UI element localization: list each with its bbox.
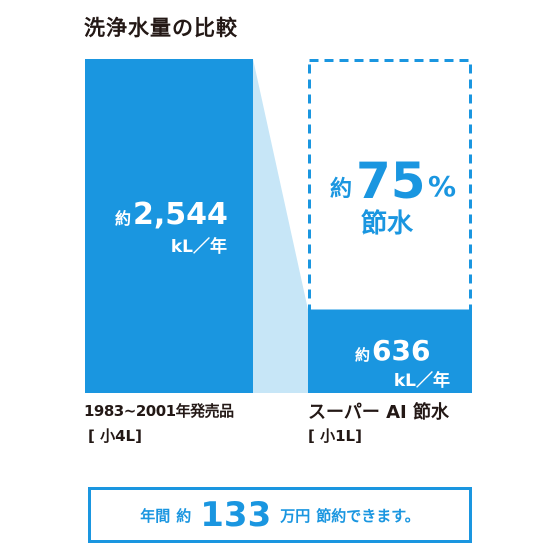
savings-percent-label: 節水: [361, 208, 414, 239]
savings-percent-suffix: %: [428, 170, 456, 203]
bar2-value-prefix: 約: [355, 346, 370, 364]
bar1-sublabel: [ 小4L]: [88, 427, 142, 445]
bar1-category-label: 1983~2001年発売品: [84, 402, 234, 420]
bar2-value: 636: [372, 334, 430, 367]
bar2-value-unit: kL／年: [394, 370, 450, 391]
savings-percent-prefix: 約: [330, 176, 352, 202]
savings-amount: 133: [200, 495, 272, 535]
bar2-category-label: スーパー AI 節水: [308, 402, 449, 423]
bar-1: [85, 59, 253, 393]
savings-text-message: 節約できます。: [316, 506, 420, 525]
chart-title: 洗浄水量の比較: [84, 16, 238, 40]
bar1-value-prefix: 約: [115, 209, 131, 228]
bar1-value-unit: kL／年: [171, 236, 227, 257]
savings-dashed-outline: [308, 59, 472, 313]
bar-2: [308, 309, 472, 393]
savings-text-approx: 約: [176, 506, 192, 525]
bar2-sublabel: [ 小1L]: [308, 427, 362, 445]
savings-text-annual: 年間: [140, 506, 171, 525]
savings-box: 年間 約 133 万円 節約できます。: [88, 487, 472, 543]
savings-percent-value: 75: [356, 152, 426, 210]
comparison-connector: [253, 59, 308, 393]
savings-text-unit: 万円: [280, 506, 311, 525]
bar1-value: 2,544: [133, 197, 228, 232]
